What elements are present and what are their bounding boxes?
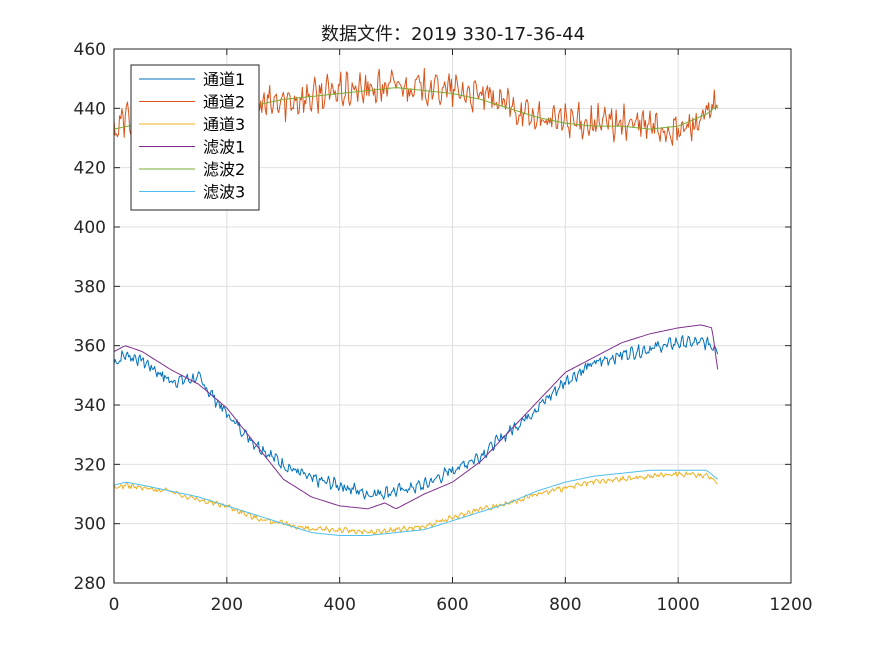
legend[interactable]: 通道1 通道2 通道3 滤波1 滤波2 滤波3 xyxy=(130,64,260,211)
x-tick-label: 1000 xyxy=(657,595,700,615)
series-line-4 xyxy=(113,324,719,510)
legend-box xyxy=(130,64,260,211)
y-tick-label: 440 xyxy=(74,99,106,119)
y-tick-label: 400 xyxy=(74,218,106,238)
y-tick-label: 460 xyxy=(74,40,106,60)
legend-label-3: 通道3 xyxy=(203,115,245,134)
axis-ticks: 0 200 400 600 800 1000 1200 280 300 320 340 360 380 4… xyxy=(74,40,813,615)
y-tick-label: 380 xyxy=(74,277,106,297)
chart-title: 数据文件：2019 330-17-36-44 xyxy=(321,24,585,45)
x-tick-label: 0 xyxy=(109,595,120,615)
x-tick-label: 600 xyxy=(436,595,468,615)
x-tick-label: 200 xyxy=(211,595,243,615)
y-tick-label: 420 xyxy=(74,159,106,179)
y-tick-label: 300 xyxy=(74,515,106,535)
legend-label-4: 滤波1 xyxy=(203,138,245,157)
x-tick-label: 800 xyxy=(549,595,581,615)
y-tick-label: 360 xyxy=(74,337,106,357)
y-tick-label: 280 xyxy=(74,574,106,594)
legend-label-2: 通道2 xyxy=(203,93,245,112)
legend-label-6: 滤波3 xyxy=(203,183,245,202)
series-line-6 xyxy=(113,469,719,536)
x-tick-label: 1200 xyxy=(769,595,812,615)
y-tick-label: 340 xyxy=(74,396,106,416)
x-tick-label: 400 xyxy=(323,595,355,615)
y-tick-label: 320 xyxy=(74,455,106,475)
legend-label-5: 滤波2 xyxy=(203,160,245,179)
legend-label-1: 通道1 xyxy=(203,70,245,89)
